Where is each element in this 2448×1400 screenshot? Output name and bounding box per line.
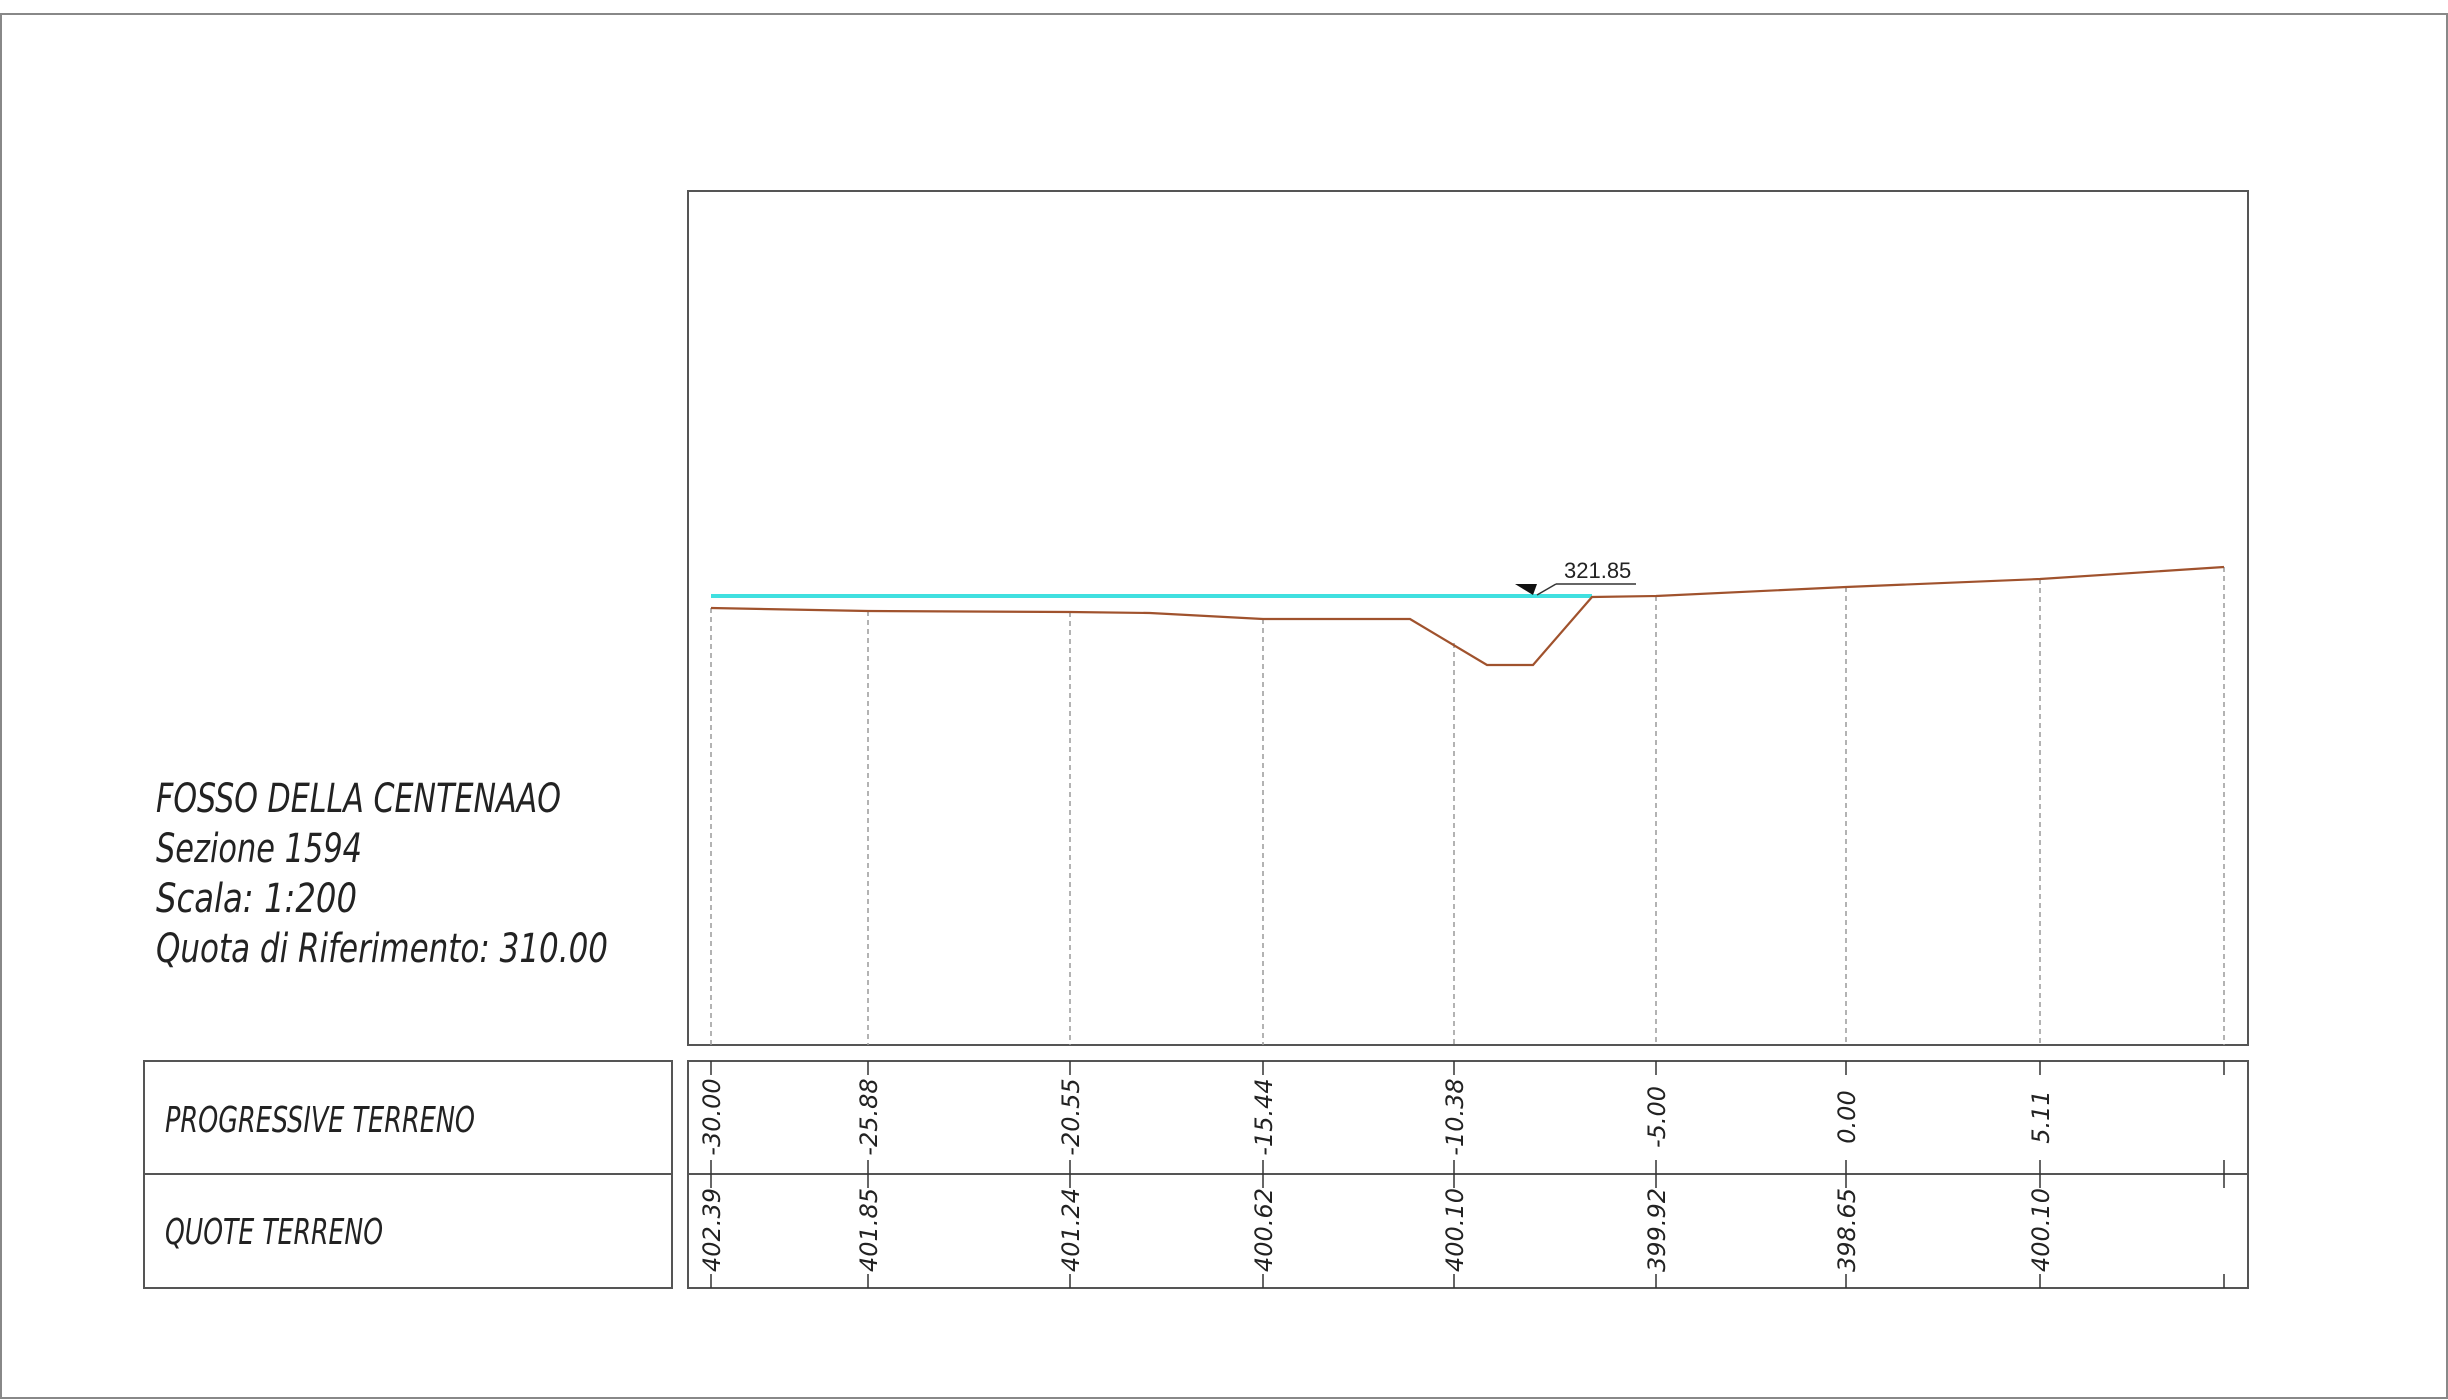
station-labels: -30.00 -25.88 -20.55 -15.44 -10.38 -5.00 0.00 5… <box>698 1078 2055 1272</box>
quote-label: 401.85 <box>855 1188 883 1272</box>
ground-profile-line <box>710 565 2225 667</box>
row-header-quote: QUOTE TERRENO <box>165 1212 383 1253</box>
row-header-progressive: PROGRESSIVE TERRENO <box>165 1100 475 1141</box>
quote-label: 401.24 <box>1057 1188 1085 1272</box>
quote-label: 398.65 <box>1833 1188 1861 1272</box>
progressive-label: 5.11 <box>2027 1090 2055 1143</box>
title-scale: Scala: 1:200 <box>156 876 357 922</box>
quote-label: 400.10 <box>1441 1188 1469 1272</box>
station-guide-lines <box>710 567 2225 1045</box>
progressive-label: -5.00 <box>1643 1086 1671 1148</box>
progressive-label: -30.00 <box>698 1078 726 1155</box>
progressive-label: -20.55 <box>1057 1078 1085 1155</box>
quote-label: 402.39 <box>698 1188 726 1272</box>
section-plot-frame <box>687 190 2249 1046</box>
progressive-label: 0.00 <box>1833 1090 1861 1143</box>
title-section-number: Sezione 1594 <box>156 826 362 872</box>
title-reference-elevation: Quota di Riferimento: 310.00 <box>156 926 608 972</box>
table-headers: PROGRESSIVE TERRENO QUOTE TERRENO <box>143 1060 673 1289</box>
water-level-triangle-icon <box>1515 584 1537 595</box>
progressive-label: -10.38 <box>1441 1078 1469 1155</box>
progressive-label: -15.44 <box>1250 1078 1278 1155</box>
water-level-marker: 321.85 <box>1515 558 1636 596</box>
table-values: -30.00 -25.88 -20.55 -15.44 -10.38 -5.00 0.00 5… <box>687 1060 2249 1289</box>
quote-label: 400.10 <box>2027 1188 2055 1272</box>
quote-label: 400.62 <box>1250 1188 1278 1272</box>
title-block: FOSSO DELLA CENTENAAO Sezione 1594 Scala… <box>156 776 608 972</box>
station-ticks <box>710 1061 2225 1288</box>
sheet-border <box>0 13 2448 1399</box>
water-level-label: 321.85 <box>1564 558 1631 583</box>
quote-label: 399.92 <box>1643 1188 1671 1272</box>
water-level-marker-slash <box>1536 583 1557 596</box>
progressive-label: -25.88 <box>855 1078 883 1155</box>
title-channel-name: FOSSO DELLA CENTENAAO <box>156 776 561 822</box>
